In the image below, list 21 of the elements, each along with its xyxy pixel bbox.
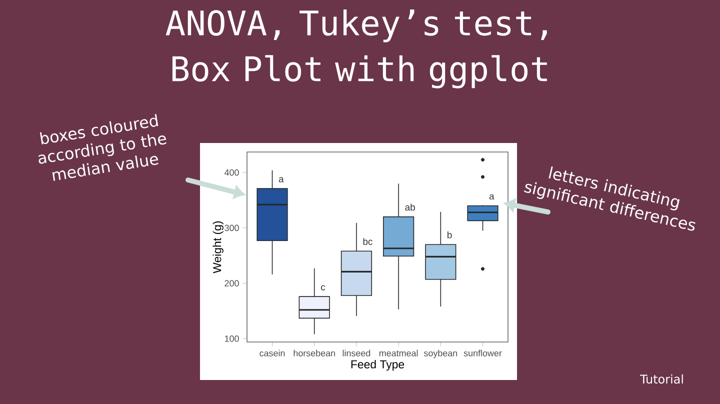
x-axis-title: Feed Type bbox=[351, 360, 404, 371]
annotation: bc bbox=[363, 238, 372, 245]
text: boxes coloured according to the median value bbox=[38, 114, 166, 181]
x-tick-label: casein bbox=[260, 350, 285, 356]
x-tick-label: sunflower bbox=[464, 350, 502, 356]
x-tick-label: horsebean bbox=[294, 350, 335, 356]
annotation: a bbox=[489, 194, 494, 200]
chart-title: ANOVA, Tukey’s test, Box Plot with ggplot bbox=[166, 10, 547, 88]
x-tick-label: soybean bbox=[424, 350, 458, 358]
annotation: c bbox=[321, 285, 326, 290]
x-tick-label: linseed bbox=[342, 350, 370, 356]
text: Tutorial bbox=[640, 374, 683, 384]
annotation: a bbox=[278, 177, 284, 182]
y-tick-label: 200 bbox=[224, 280, 239, 286]
y-axis-title: Weight (g) bbox=[212, 221, 224, 274]
annotation: ab bbox=[405, 204, 415, 211]
x-tick-label: meatmeal bbox=[379, 350, 418, 356]
annotation: b bbox=[448, 231, 452, 238]
y-tick-label: 100 bbox=[224, 335, 239, 342]
y-tick-label: 400 bbox=[224, 169, 239, 176]
y-tick-label: 300 bbox=[224, 224, 239, 232]
